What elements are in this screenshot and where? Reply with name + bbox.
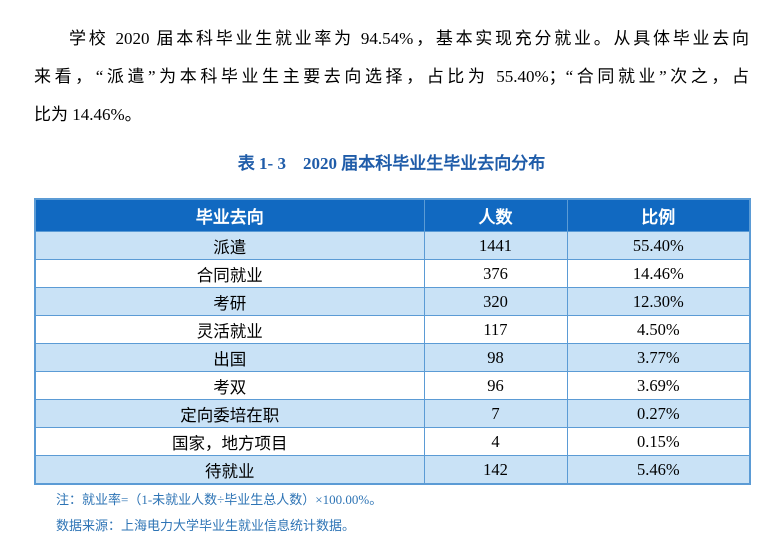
- cell-destination: 定向委培在职: [34, 399, 425, 428]
- column-header-destination: 毕业去向: [34, 198, 425, 232]
- cell-ratio: 5.46%: [566, 455, 751, 485]
- column-header-count: 人数: [423, 198, 568, 232]
- column-header-ratio: 比例: [566, 198, 751, 232]
- cell-count: 4: [423, 427, 568, 456]
- cell-count: 320: [423, 287, 568, 316]
- cell-destination: 待就业: [34, 455, 425, 485]
- cell-ratio: 3.77%: [566, 343, 751, 372]
- cell-destination: 合同就业: [34, 259, 425, 288]
- paragraph-line: 比为 14.46%。: [34, 105, 142, 124]
- table-row: 国家，地方项目 4 0.15%: [34, 427, 751, 456]
- cell-count: 7: [423, 399, 568, 428]
- cell-count: 1441: [423, 231, 568, 260]
- cell-ratio: 4.50%: [566, 315, 751, 344]
- table-row: 派遣 1441 55.40%: [34, 231, 751, 260]
- table-row: 灵活就业 117 4.50%: [34, 315, 751, 344]
- table-row: 合同就业 376 14.46%: [34, 259, 751, 288]
- cell-destination: 考双: [34, 371, 425, 400]
- table-row: 定向委培在职 7 0.27%: [34, 399, 751, 428]
- paragraph-line: 来看，“派遣”为本科毕业生主要去向选择，占比为 55.40%；“合同就业”次之，…: [34, 67, 749, 86]
- cell-destination: 派遣: [34, 231, 425, 260]
- cell-count: 376: [423, 259, 568, 288]
- document-page: 学校 2020 届本科毕业生就业率为 94.54%，基本实现充分就业。从具体毕业…: [0, 20, 783, 549]
- table-row: 考双 96 3.69%: [34, 371, 751, 400]
- cell-destination: 国家，地方项目: [34, 427, 425, 456]
- cell-ratio: 55.40%: [566, 231, 751, 260]
- cell-destination: 考研: [34, 287, 425, 316]
- cell-ratio: 12.30%: [566, 287, 751, 316]
- cell-count: 98: [423, 343, 568, 372]
- table-header-row: 毕业去向 人数 比例: [34, 198, 751, 232]
- cell-ratio: 3.69%: [566, 371, 751, 400]
- table-row: 待就业 142 5.46%: [34, 455, 751, 485]
- cell-destination: 灵活就业: [34, 315, 425, 344]
- cell-count: 96: [423, 371, 568, 400]
- cell-ratio: 0.15%: [566, 427, 751, 456]
- employment-destination-table: 毕业去向 人数 比例 派遣 1441 55.40% 合同就业 376 14.46…: [34, 198, 751, 485]
- cell-count: 117: [423, 315, 568, 344]
- table-row: 考研 320 12.30%: [34, 287, 751, 316]
- table-caption: 表 1- 3 2020 届本科毕业生毕业去向分布: [237, 154, 546, 173]
- cell-destination: 出国: [34, 343, 425, 372]
- note-line: 注：就业率=（1-未就业人数÷毕业生总人数）×100.00%。: [56, 492, 383, 507]
- intro-paragraph: 学校 2020 届本科毕业生就业率为 94.54%，基本实现充分就业。从具体毕业…: [34, 20, 749, 134]
- note-line: 数据来源：上海电力大学毕业生就业信息统计数据。: [56, 518, 356, 533]
- table-notes: 注：就业率=（1-未就业人数÷毕业生总人数）×100.00%。 数据来源：上海电…: [34, 487, 749, 539]
- table-row: 出国 98 3.77%: [34, 343, 751, 372]
- content-area: 学校 2020 届本科毕业生就业率为 94.54%，基本实现充分就业。从具体毕业…: [34, 20, 751, 539]
- cell-ratio: 14.46%: [566, 259, 751, 288]
- cell-ratio: 0.27%: [566, 399, 751, 428]
- paragraph-line: 学校 2020 届本科毕业生就业率为 94.54%，基本实现充分就业。从具体毕业…: [69, 29, 749, 48]
- cell-count: 142: [423, 455, 568, 485]
